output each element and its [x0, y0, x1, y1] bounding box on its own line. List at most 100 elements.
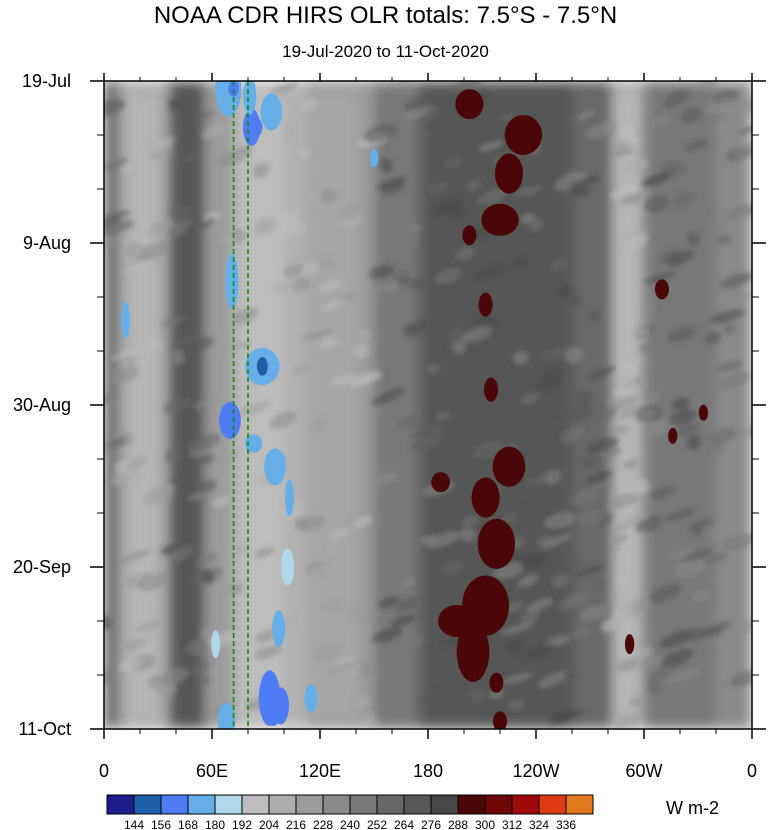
- olr-texture: [668, 409, 697, 426]
- olr-texture: [724, 204, 752, 220]
- olr-texture: [622, 234, 648, 249]
- olr-texture: [656, 169, 675, 179]
- high-olr-patch: [504, 114, 543, 156]
- olr-texture: [308, 560, 341, 575]
- olr-texture: [172, 349, 186, 365]
- colorbar-level-label: 216: [286, 818, 306, 830]
- olr-texture: [294, 517, 309, 530]
- olr-texture: [477, 188, 509, 205]
- olr-texture: [572, 626, 592, 639]
- high-olr-patch: [668, 427, 678, 444]
- olr-texture: [201, 569, 215, 585]
- olr-texture: [291, 251, 309, 265]
- high-olr-patch: [492, 711, 508, 729]
- olr-texture: [165, 448, 182, 463]
- olr-texture: [426, 363, 441, 375]
- olr-texture: [600, 618, 620, 633]
- low-olr-cell: [260, 93, 283, 131]
- olr-texture: [431, 238, 449, 253]
- olr-texture: [428, 182, 447, 194]
- olr-texture: [185, 152, 199, 162]
- olr-texture: [231, 307, 258, 325]
- high-olr-patch: [698, 404, 709, 421]
- high-olr-patch: [438, 604, 476, 638]
- olr-texture: [353, 696, 370, 709]
- olr-texture: [377, 176, 408, 190]
- olr-texture: [124, 637, 147, 651]
- olr-texture: [403, 107, 431, 121]
- high-olr-patch: [431, 472, 450, 493]
- olr-texture: [221, 233, 243, 243]
- olr-texture: [169, 545, 195, 562]
- olr-texture: [687, 209, 714, 224]
- colorbar-level-label: 228: [313, 818, 333, 830]
- colorbar-level-label: 252: [367, 818, 387, 830]
- olr-texture: [647, 391, 663, 402]
- olr-texture: [713, 636, 730, 647]
- olr-texture: [580, 604, 608, 622]
- y-tick-label: 11-Oct: [18, 719, 71, 739]
- colorbar-box: [349, 794, 378, 815]
- olr-texture: [416, 688, 449, 705]
- olr-texture: [705, 113, 721, 125]
- olr-texture: [398, 414, 424, 429]
- y-tick-label: 19-Jul: [22, 71, 71, 91]
- olr-texture: [672, 191, 695, 207]
- high-olr-patch: [483, 377, 499, 402]
- olr-texture: [411, 426, 441, 439]
- low-olr-cell: [272, 610, 286, 648]
- y-tick-label: 9-Aug: [23, 233, 71, 253]
- olr-texture: [532, 377, 562, 391]
- olr-texture: [466, 180, 482, 191]
- olr-texture: [352, 515, 373, 529]
- olr-texture: [512, 258, 529, 268]
- olr-texture: [720, 620, 752, 637]
- olr-texture: [734, 142, 752, 159]
- colorbar-level-label: 180: [205, 818, 225, 830]
- olr-texture: [738, 424, 752, 439]
- olr-texture: [610, 396, 638, 411]
- colorbar-level-label: 300: [475, 818, 495, 830]
- olr-texture: [329, 373, 359, 387]
- olr-texture: [704, 97, 737, 115]
- colorbar-box: [241, 794, 270, 815]
- olr-texture: [616, 658, 639, 673]
- olr-texture: [406, 324, 430, 338]
- olr-texture: [517, 574, 539, 588]
- olr-texture: [444, 157, 462, 169]
- deep-convection-core: [266, 701, 281, 726]
- olr-texture: [686, 231, 700, 247]
- low-olr-cell: [244, 434, 263, 453]
- olr-texture: [472, 265, 506, 279]
- olr-texture: [694, 81, 720, 90]
- olr-texture: [708, 428, 738, 444]
- olr-texture: [193, 479, 217, 495]
- olr-texture: [647, 679, 662, 694]
- olr-texture: [318, 279, 342, 292]
- colorbar-box: [187, 794, 216, 815]
- olr-texture: [700, 622, 733, 637]
- high-olr-patch: [492, 446, 526, 487]
- olr-texture: [107, 438, 126, 448]
- olr-texture: [135, 619, 161, 633]
- olr-texture: [478, 140, 504, 152]
- olr-texture: [123, 259, 154, 274]
- olr-texture: [676, 423, 700, 435]
- olr-texture: [514, 185, 542, 197]
- olr-texture: [550, 574, 569, 588]
- olr-texture: [409, 277, 425, 291]
- olr-texture: [508, 699, 524, 711]
- olr-texture: [319, 187, 337, 203]
- olr-texture: [661, 492, 681, 505]
- olr-texture: [283, 264, 304, 277]
- low-olr-cell: [285, 479, 294, 517]
- olr-texture: [121, 164, 135, 174]
- olr-texture: [186, 433, 221, 452]
- olr-texture: [400, 579, 416, 588]
- high-olr-patch: [477, 518, 516, 569]
- x-tick-label: 60E: [196, 761, 228, 781]
- olr-texture: [587, 437, 619, 454]
- olr-texture: [462, 516, 479, 527]
- olr-texture: [168, 98, 181, 111]
- olr-texture: [256, 630, 275, 643]
